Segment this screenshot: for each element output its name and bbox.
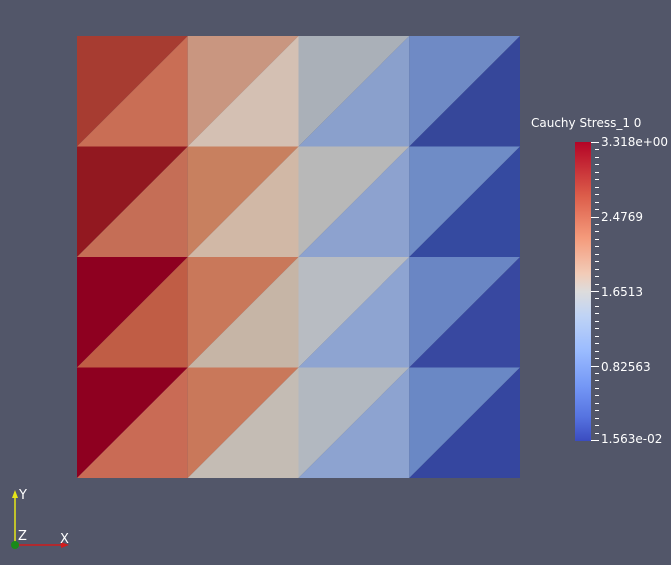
mesh-triangle (187, 36, 299, 147)
colorbar-tick (595, 149, 599, 151)
colorbar-tick (595, 417, 599, 419)
z-axis-dot (11, 541, 19, 549)
orientation-axes (11, 490, 69, 549)
colorbar-tick (595, 156, 599, 158)
z-axis-label: Z (18, 529, 27, 544)
mesh-triangle (409, 36, 520, 147)
colorbar-tick (595, 238, 599, 240)
colorbar-tick (595, 432, 599, 434)
colorbar-tick (595, 305, 599, 307)
colorbar-tick (595, 358, 599, 360)
mesh-triangle (77, 367, 188, 478)
colorbar-tick (591, 291, 599, 292)
colorbar-tick (595, 380, 599, 382)
mesh-triangle (298, 146, 410, 257)
colorbar-tick (595, 201, 599, 203)
mesh-triangle (298, 36, 410, 147)
mesh-triangle (298, 257, 410, 368)
colorbar-label-3: 1.6513 (601, 285, 643, 299)
mesh-triangle (77, 146, 188, 257)
colorbar-tick (591, 142, 599, 143)
colorbar-label-2: 2.4769 (601, 210, 643, 224)
mesh-triangle (298, 367, 410, 478)
colorbar-tick (595, 283, 599, 285)
colorbar-tick (595, 261, 599, 263)
colorbar-tick (595, 246, 599, 248)
y-axis-arrow (12, 490, 18, 498)
colorbar-tick (595, 372, 599, 374)
colorbar-tick (595, 402, 599, 404)
mesh-triangle (409, 367, 520, 478)
mesh-triangle (77, 36, 188, 147)
colorbar-tick (595, 164, 599, 166)
mesh-triangle (409, 146, 520, 257)
colorbar-tick (595, 395, 599, 397)
colorbar-tick (595, 425, 599, 427)
colorbar-tick (595, 223, 599, 225)
mesh-triangle (77, 257, 188, 368)
colorbar-tick (595, 343, 599, 345)
mesh-triangle (187, 367, 299, 478)
colorbar-tick (595, 253, 599, 255)
colorbar-tick (595, 209, 599, 211)
colorbar-tick (595, 276, 599, 278)
colorbar (575, 142, 591, 441)
x-axis-label: X (60, 532, 69, 547)
colorbar-label-4: 0.82563 (601, 360, 651, 374)
colorbar-min-label: 1.563e-02 (601, 432, 663, 446)
colorbar-tick (595, 313, 599, 315)
colorbar-tick (595, 350, 599, 352)
colorbar-tick (595, 328, 599, 330)
colorbar-tick (595, 335, 599, 337)
colorbar-tick (595, 186, 599, 188)
colorbar-tick (595, 231, 599, 233)
colorbar-tick (595, 268, 599, 270)
colorbar-tick (591, 365, 599, 367)
mesh-triangle (187, 146, 299, 257)
colorbar-tick (595, 194, 599, 196)
colorbar-tick (595, 179, 599, 181)
colorbar-title: Cauchy Stress_1 0 (531, 116, 642, 130)
colorbar-tick (595, 410, 599, 412)
x-axis-arrow (61, 542, 69, 548)
colorbar-tick (591, 440, 599, 441)
colorbar-max-label: 3.318e+00 (601, 135, 669, 149)
colorbar-tick (591, 216, 599, 218)
colorbar-tick (595, 298, 599, 300)
colorbar-tick (595, 171, 599, 173)
y-axis-label: Y (19, 488, 27, 503)
colorbar-tick (595, 387, 599, 389)
mesh-triangle (409, 257, 520, 368)
mesh-triangle (187, 257, 299, 368)
colorbar-tick (595, 320, 599, 322)
